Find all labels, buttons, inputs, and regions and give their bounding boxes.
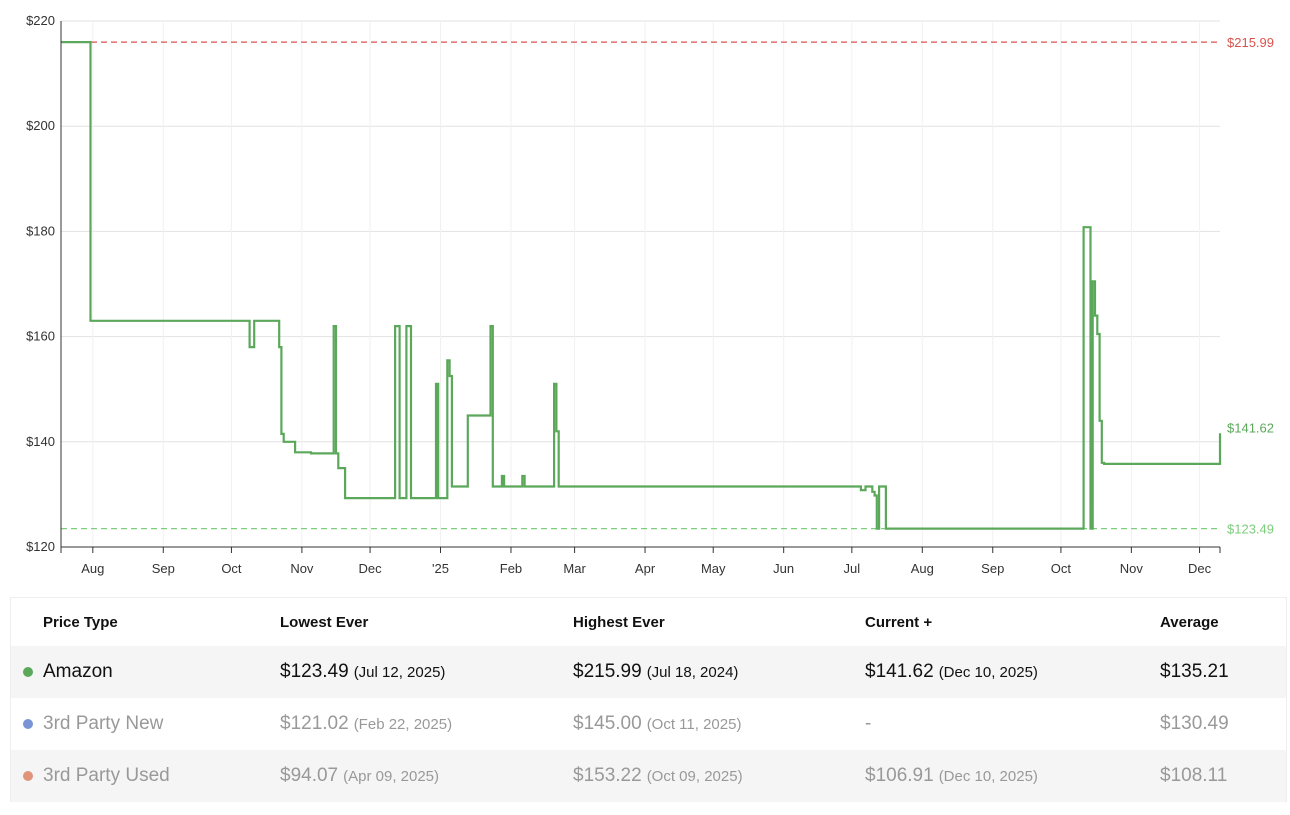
- y-tick-label: $140: [26, 434, 55, 449]
- average-value: $130.49: [1160, 713, 1229, 734]
- current-date: (Dec 10, 2025): [938, 663, 1038, 681]
- x-tick-label: Sep: [981, 561, 1004, 576]
- highest-cell: $215.99 (Jul 18, 2024): [573, 646, 738, 698]
- current-cell: -: [865, 698, 871, 750]
- table-row-3rd-party-used[interactable]: 3rd Party Used $94.07 (Apr 09, 2025) $153…: [11, 750, 1286, 802]
- x-tick-label: May: [701, 561, 726, 576]
- x-tick-label: '25: [432, 561, 449, 576]
- average-cell: $135.21: [1160, 646, 1229, 698]
- header-average: Average: [1160, 613, 1219, 631]
- price-type-name: Amazon: [43, 661, 113, 682]
- highest-cell: $153.22 (Oct 09, 2025): [573, 750, 743, 802]
- highest-date: (Oct 11, 2025): [646, 715, 742, 733]
- lowest-value: $94.07: [280, 765, 339, 786]
- current-price-label: $141.62: [1227, 420, 1274, 435]
- highest-cell: $145.00 (Oct 11, 2025): [573, 698, 741, 750]
- highest-value: $215.99: [573, 661, 642, 682]
- lowest-cell: $94.07 (Apr 09, 2025): [280, 750, 439, 802]
- price-history-chart: $215.99 $123.49 $141.62 $120 $140 $160 $180 $2…: [26, 13, 1274, 576]
- table-header-row: Price Type Lowest Ever Highest Ever Curr…: [11, 598, 1286, 646]
- header-highest-ever: Highest Ever: [573, 613, 665, 631]
- reference-line-label: $123.49: [1227, 522, 1274, 537]
- reference-line-label: $215.99: [1227, 35, 1274, 50]
- highest-date: (Jul 18, 2024): [646, 663, 739, 681]
- current-value: -: [865, 713, 872, 734]
- price-summary-table: Price Type Lowest Ever Highest Ever Curr…: [10, 597, 1287, 802]
- current-cell: $106.91 (Dec 10, 2025): [865, 750, 1038, 802]
- amazon-legend-dot: [23, 667, 33, 677]
- 3rd-party-new-legend-dot: [23, 719, 33, 729]
- lowest-date: (Jul 12, 2025): [353, 663, 446, 681]
- current-cell: $141.62 (Dec 10, 2025): [865, 646, 1038, 698]
- y-tick-label: $160: [26, 329, 55, 344]
- x-tick-label: Nov: [1120, 561, 1144, 576]
- x-tick-label: Dec: [359, 561, 383, 576]
- series-layer: [61, 41, 1222, 530]
- grid-lines: [61, 20, 1220, 548]
- x-tick-label: Nov: [290, 561, 314, 576]
- x-tick-label: Dec: [1188, 561, 1212, 576]
- table-row-amazon[interactable]: Amazon $123.49 (Jul 12, 2025) $215.99 (Jul…: [11, 646, 1286, 698]
- x-tick-label: Jul: [844, 561, 861, 576]
- header-lowest-ever: Lowest Ever: [280, 613, 369, 631]
- highest-value: $153.22: [573, 765, 642, 786]
- lowest-value: $123.49: [280, 661, 349, 682]
- average-value: $135.21: [1160, 661, 1229, 682]
- axes: $120 $140 $160 $180 $200 $220 Aug Sep Oct Nov Dec '…: [26, 13, 1221, 576]
- price-type-cell: 3rd Party Used: [23, 750, 170, 802]
- x-tick-label: Oct: [1051, 561, 1072, 576]
- y-tick-label: $200: [26, 118, 55, 133]
- x-tick-label: Jun: [773, 561, 794, 576]
- y-tick-label: $120: [26, 539, 55, 554]
- price-type-name: 3rd Party Used: [43, 765, 170, 786]
- x-tick-label: Apr: [635, 561, 656, 576]
- 3rd-party-used-legend-dot: [23, 771, 33, 781]
- price-type-cell: Amazon: [23, 646, 113, 698]
- current-value: $141.62: [865, 661, 934, 682]
- header-price-type: Price Type: [43, 613, 118, 631]
- table-row-3rd-party-new[interactable]: 3rd Party New $121.02 (Feb 22, 2025) $145…: [11, 698, 1286, 750]
- header-current[interactable]: Current +: [865, 613, 933, 631]
- highest-value: $145.00: [573, 713, 642, 734]
- lowest-cell: $123.49 (Jul 12, 2025): [280, 646, 445, 698]
- x-tick-label: Sep: [152, 561, 175, 576]
- current-value: $106.91: [865, 765, 934, 786]
- x-tick-label: Mar: [563, 561, 586, 576]
- average-cell: $108.11: [1160, 750, 1227, 802]
- highest-date: (Oct 09, 2025): [646, 767, 743, 785]
- lowest-cell: $121.02 (Feb 22, 2025): [280, 698, 452, 750]
- x-tick-label: Aug: [81, 561, 104, 576]
- lowest-value: $121.02: [280, 713, 349, 734]
- y-tick-label: $180: [26, 223, 55, 238]
- amazon-price-line: [61, 41, 1222, 530]
- x-tick-label: Oct: [221, 561, 242, 576]
- x-tick-label: Feb: [500, 561, 522, 576]
- price-type-name: 3rd Party New: [43, 713, 164, 734]
- current-date: (Dec 10, 2025): [938, 767, 1038, 785]
- x-tick-label: Aug: [911, 561, 934, 576]
- price-type-cell: 3rd Party New: [23, 698, 164, 750]
- lowest-date: (Feb 22, 2025): [353, 715, 453, 733]
- lowest-date: (Apr 09, 2025): [343, 767, 440, 785]
- average-value: $108.11: [1160, 765, 1228, 786]
- average-cell: $130.49: [1160, 698, 1229, 750]
- y-tick-label: $220: [26, 13, 55, 28]
